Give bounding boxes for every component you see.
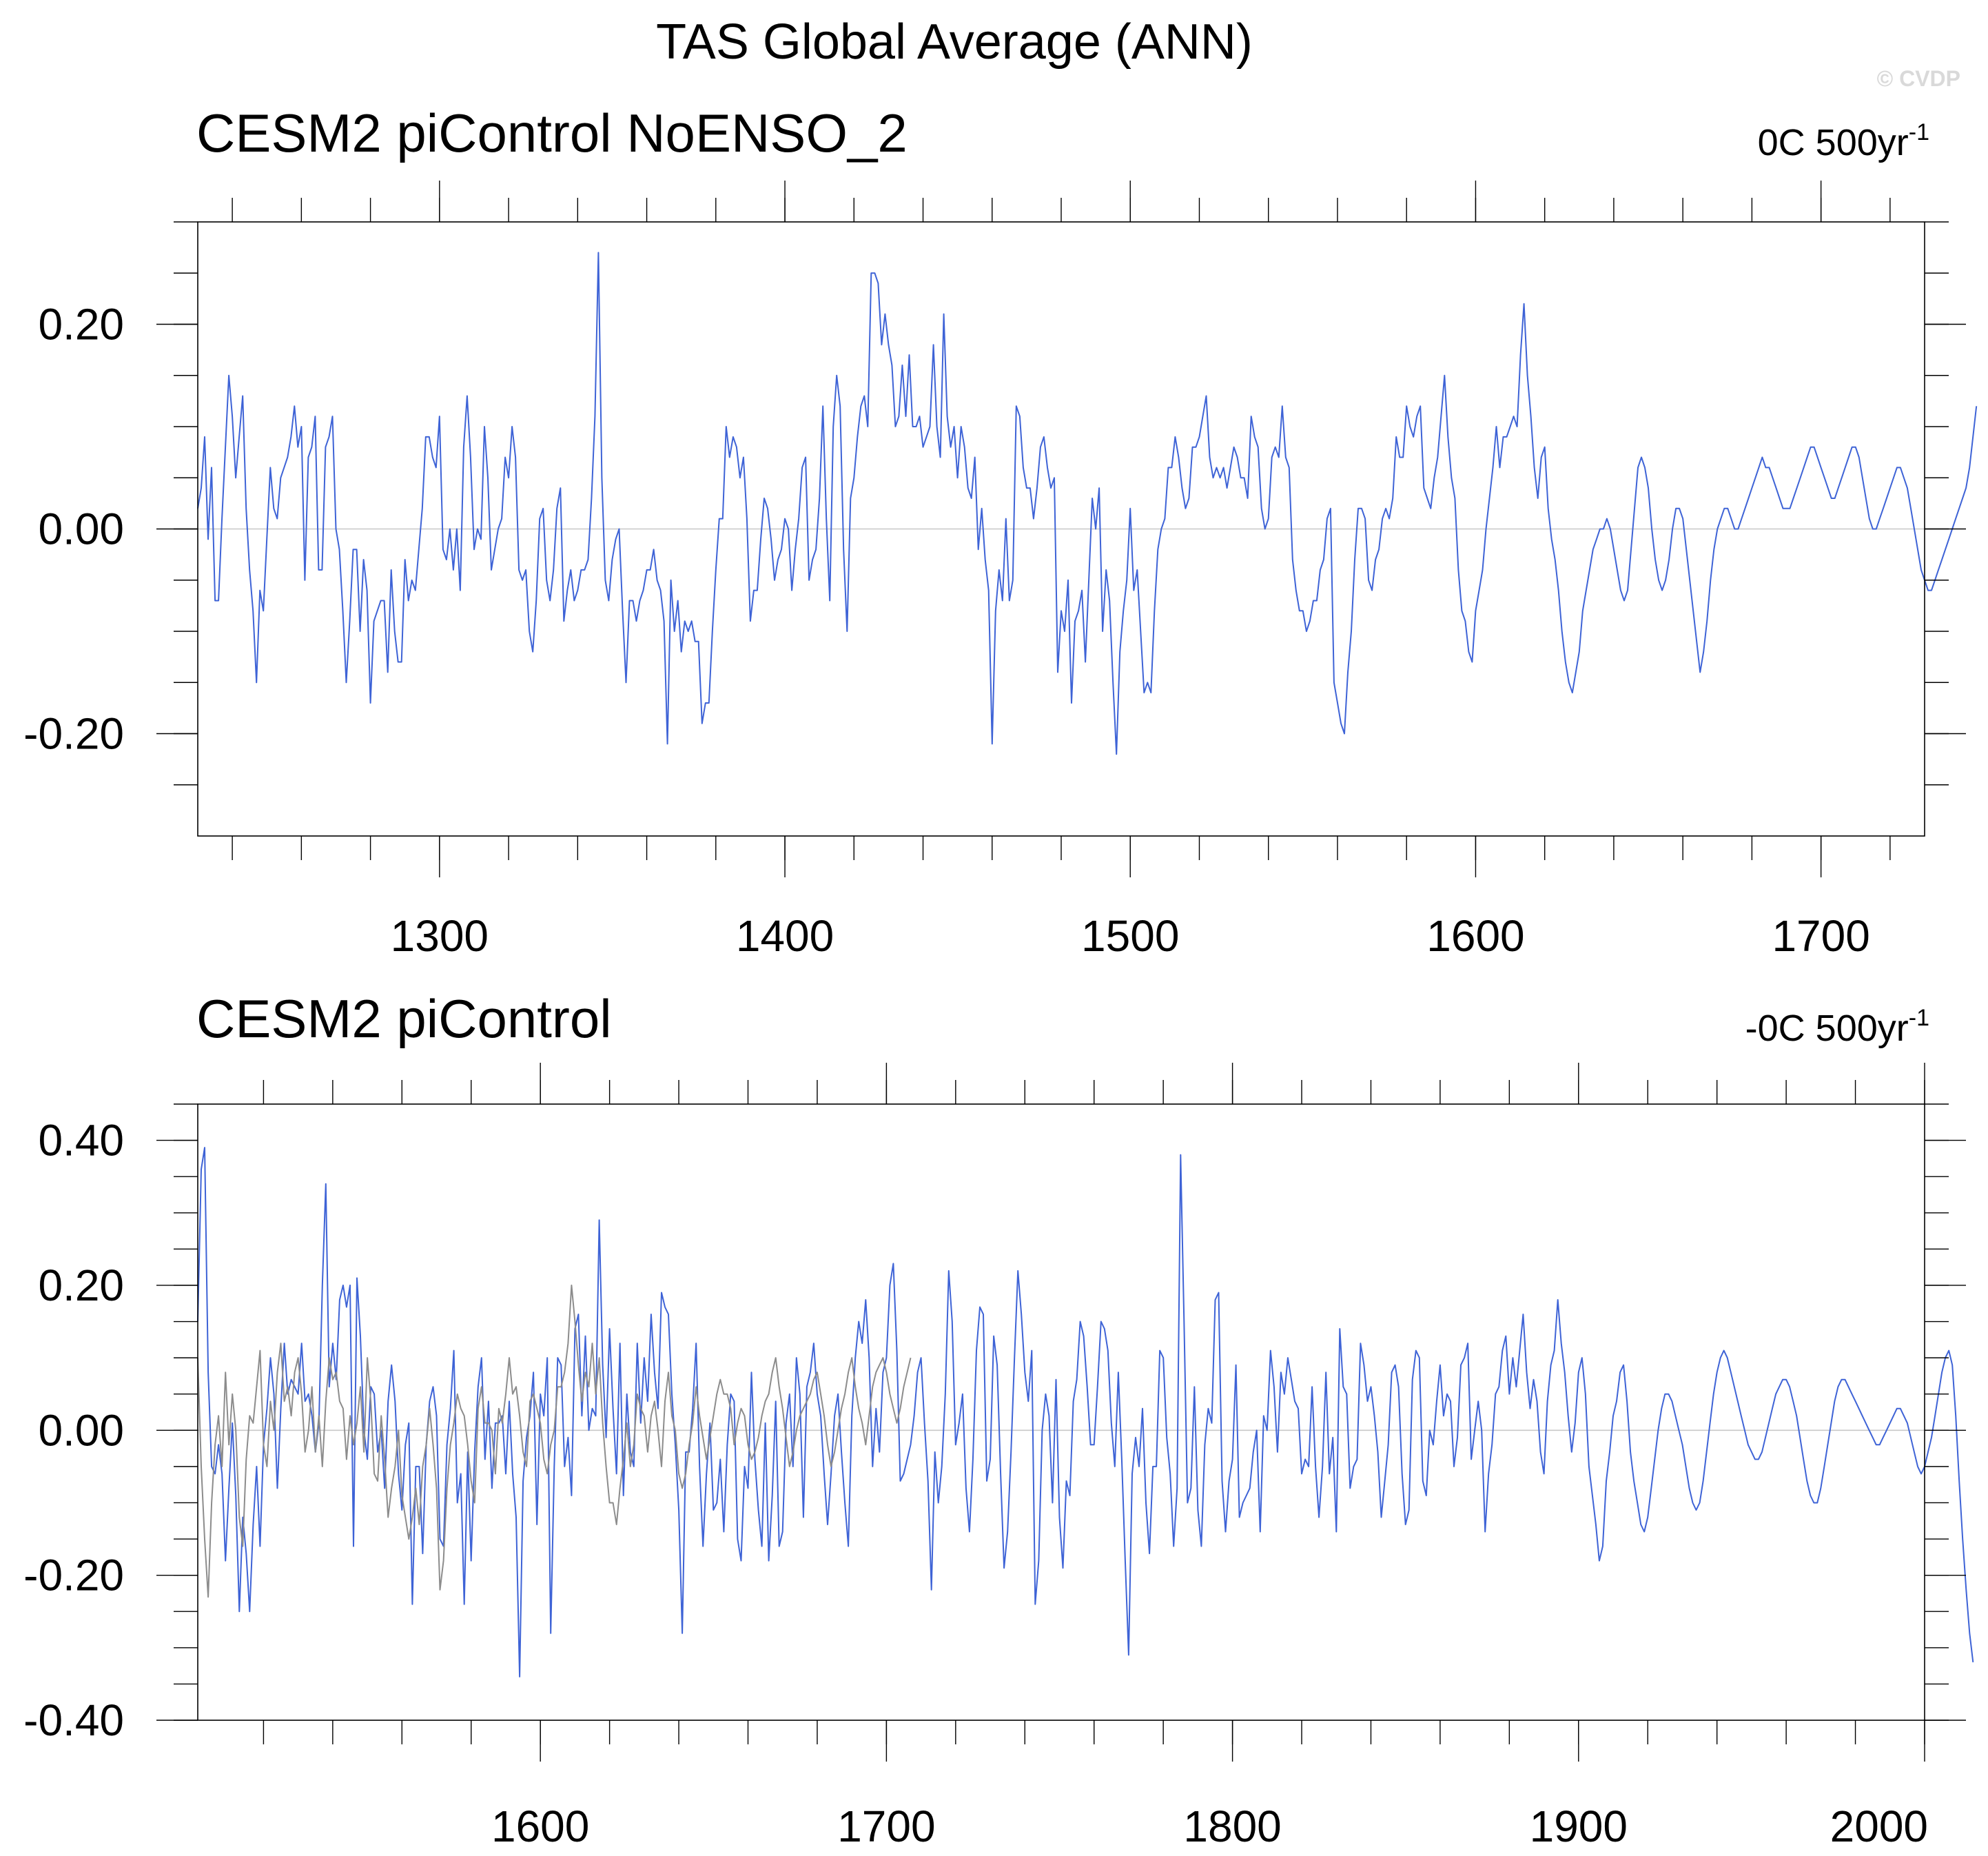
noenso-x-tick-label: 1700 (1772, 911, 1869, 961)
noenso-series-0-line (197, 252, 1978, 755)
picontrol-x-tick-label: 1700 (837, 1802, 935, 1851)
picontrol-series-1-line (197, 1284, 912, 1598)
copyright-text: © CVDP (1877, 66, 1960, 91)
picontrol-series-0-line (197, 1147, 1974, 1677)
picontrol-y-tick-label: 0.20 (38, 1261, 124, 1310)
noenso-y-tick-label: 0.00 (38, 504, 124, 554)
picontrol-x-tick-label: 2000 (1830, 1802, 1928, 1851)
picontrol-x-tick-label: 1600 (491, 1802, 589, 1851)
picontrol-y-tick-label: -0.40 (23, 1695, 124, 1745)
picontrol-y-tick-label: 0.00 (38, 1405, 124, 1455)
picontrol-x-tick-label: 1800 (1183, 1802, 1281, 1851)
picontrol-plot-frame (197, 1103, 1925, 1721)
noenso-x-tick-label: 1500 (1081, 911, 1179, 961)
panel-noenso-trend-sup: -1 (1909, 119, 1929, 145)
panel-picontrol-title: CESM2 piControl (196, 988, 612, 1049)
panel-noenso-trend-text: 0C 500yr (1758, 122, 1909, 163)
panel-noenso-title: CESM2 piControl NoENSO_2 (196, 103, 908, 163)
picontrol-x-tick-label: 1900 (1530, 1802, 1628, 1851)
picontrol-y-tick-label: 0.40 (38, 1116, 124, 1165)
noenso-x-tick-label: 1600 (1426, 911, 1524, 961)
noenso-x-tick-label: 1400 (736, 911, 834, 961)
noenso-y-tick-label: 0.20 (38, 300, 124, 349)
noenso-x-tick-label: 1300 (391, 911, 489, 961)
panel-noenso-trend-label: 0C 500yr-1 (1758, 119, 1929, 163)
panel-picontrol-trend-label: -0C 500yr-1 (1745, 1005, 1929, 1049)
picontrol-y-tick-label: -0.20 (23, 1551, 124, 1600)
noenso-y-tick-label: -0.20 (23, 709, 124, 759)
panel-picontrol-trend-sup: -1 (1909, 1005, 1929, 1031)
panel-picontrol-trend-text: -0C 500yr (1745, 1008, 1909, 1049)
panel-noenso: CESM2 piControl NoENSO_2 0C 500yr-1 -0.2… (23, 103, 1978, 961)
panel-picontrol: CESM2 piControl -0C 500yr-1 -0.40 -0.20 0.… (23, 988, 1974, 1851)
figure-title: TAS Global Average (ANN) (656, 14, 1253, 70)
